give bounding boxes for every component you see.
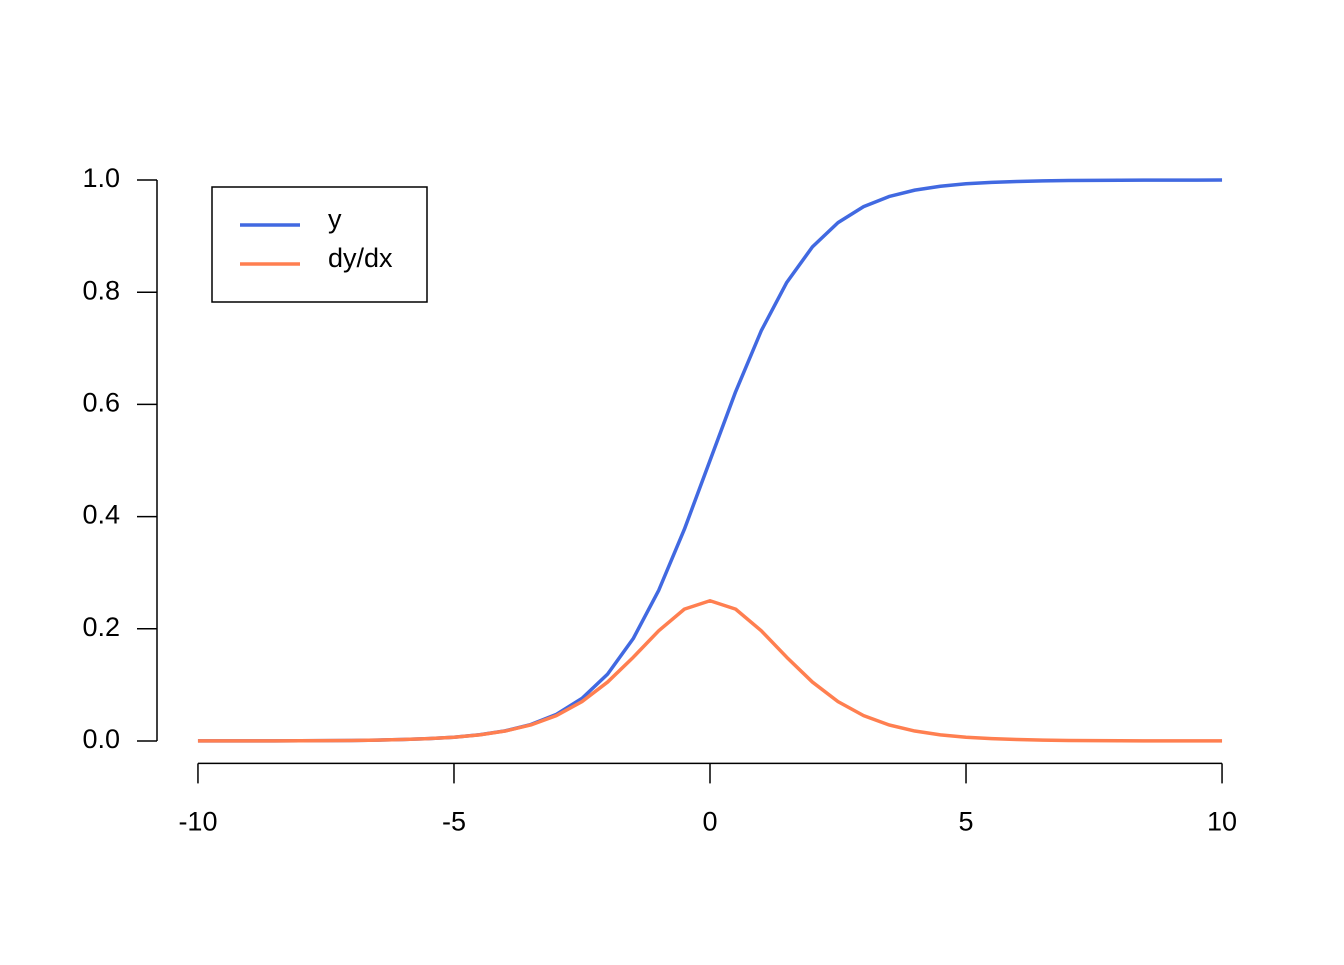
y-tick-label: 0.8: [82, 275, 120, 305]
legend-label: y: [328, 204, 342, 234]
legend-label: dy/dx: [328, 243, 393, 273]
x-tick-label: 5: [959, 807, 974, 837]
x-tick-label: -10: [178, 807, 217, 837]
y-tick-label: 0.6: [82, 388, 120, 418]
series-line: [197, 598, 1223, 743]
y-tick-label: 1.0: [82, 163, 120, 193]
x-tick-label: -5: [442, 807, 466, 837]
legend-box: [211, 186, 428, 303]
y-tick-label: 0.4: [82, 500, 120, 530]
y-tick-label: 0.0: [82, 724, 120, 754]
y-tick-label: 0.2: [82, 612, 120, 642]
x-tick-label: 0: [702, 807, 717, 837]
x-tick-label: 10: [1207, 807, 1237, 837]
